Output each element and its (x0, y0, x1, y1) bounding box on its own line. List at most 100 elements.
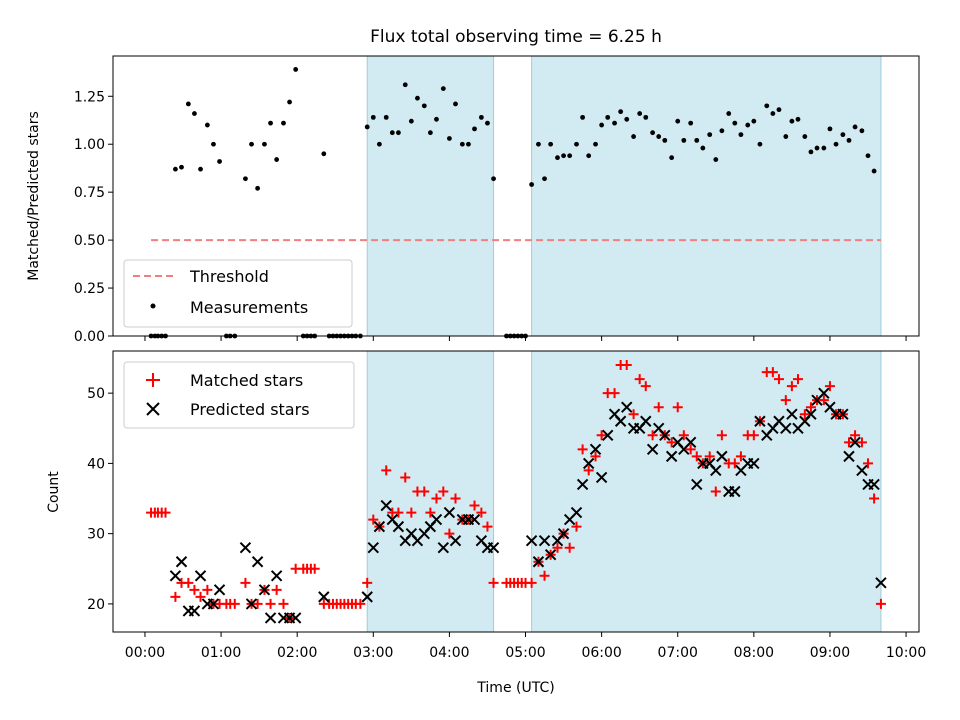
bottom-y-tick-label: 40 (87, 456, 105, 472)
measurement-point (466, 141, 471, 147)
predicted-star-point (576, 478, 589, 491)
bottom-shaded-interval (531, 350, 882, 633)
measurement-point (293, 67, 299, 72)
legend-measurements-label: Measurements (190, 298, 308, 317)
predicted-star-point (245, 598, 258, 610)
measurement-point (783, 134, 789, 139)
predicted-star-point (780, 422, 792, 434)
matched-star-point (843, 437, 854, 448)
matched-star-point (590, 451, 601, 462)
measurement-point (415, 95, 420, 101)
measurement-point (738, 132, 744, 138)
predicted-star-point (251, 556, 264, 568)
predicted-star-point (367, 541, 380, 554)
bottom-panel: 00:00 01:00 02:00 03:00 04:00 05:00 06:00 07:00… (46, 350, 926, 696)
matched-star-point (195, 591, 206, 602)
matched-star-point (609, 388, 620, 399)
predicted-star-point (875, 577, 887, 589)
predicted-star-point (188, 605, 201, 617)
measurement-point (389, 130, 395, 136)
measurement-point (485, 120, 490, 126)
predicted-star-point (437, 541, 450, 554)
matched-star-point (621, 360, 632, 371)
top-y-axis-label: Matched/Predicted stars (26, 111, 42, 281)
measurement-point (453, 101, 458, 107)
matched-star-point (850, 430, 861, 441)
measurement-point (675, 118, 681, 124)
matched-star-point (691, 451, 702, 462)
measurement-point (421, 103, 427, 109)
measurement-point (795, 116, 801, 122)
bottom-legend: Matched stars Predicted stars (123, 361, 355, 429)
top-y-tick-label: 0.75 (74, 185, 105, 201)
matched-star-point (577, 444, 588, 455)
matched-star-point (685, 444, 696, 455)
measurement-point (536, 141, 541, 147)
measurement-point (593, 141, 598, 147)
measurement-point (321, 151, 327, 157)
predicted-star-point (665, 450, 678, 463)
matched-star-point (653, 402, 664, 413)
matched-star-point (792, 374, 803, 385)
measurement-point (618, 109, 624, 115)
legend-matched-plus-icon (146, 373, 160, 387)
measurement-point (268, 120, 273, 126)
top-y-tick-label: 0.25 (74, 281, 105, 297)
predicted-star-point (175, 556, 188, 568)
measurement-point (694, 137, 700, 143)
measurement-point (274, 157, 280, 162)
legend-predicted-label: Predicted stars (190, 400, 310, 419)
predicted-star-point (318, 591, 330, 603)
predicted-star-point (716, 450, 728, 463)
matched-star-point (564, 542, 575, 553)
measurement-point (586, 153, 592, 159)
measurement-point (434, 116, 439, 122)
measurement-point (478, 114, 484, 120)
predicted-star-point (361, 591, 373, 603)
predicted-star-point (264, 612, 277, 624)
measurement-point (776, 107, 782, 113)
measurement-point (447, 136, 452, 141)
measurement-point (529, 182, 535, 187)
measurement-point (383, 114, 389, 120)
matched-star-point (539, 570, 550, 581)
matched-star-point (444, 528, 455, 539)
measurement-point (764, 103, 770, 109)
measurement-point (243, 176, 248, 182)
measurement-point (707, 132, 713, 138)
predicted-star-point (748, 457, 760, 470)
predicted-star-point (818, 387, 830, 399)
legend-threshold-label: Threshold (189, 267, 269, 286)
matched-star-point (748, 430, 759, 441)
x-tick-label: 00:00 (125, 645, 165, 661)
measurement-point (580, 114, 585, 120)
measurement-point (719, 128, 725, 134)
measurement-point (185, 101, 191, 107)
predicted-star-point (538, 534, 551, 547)
matched-star-point (818, 395, 829, 406)
matched-star-point (869, 493, 880, 504)
predicted-star-point (856, 464, 868, 477)
predicted-star-point (392, 520, 405, 533)
predicted-star-point (691, 478, 703, 491)
measurement-point (192, 111, 197, 116)
matched-star-point (824, 381, 835, 392)
measurement-point (542, 176, 547, 182)
predicted-star-point (270, 570, 283, 582)
measurement-point (814, 145, 820, 151)
measurement-point (871, 168, 877, 174)
measurement-point (662, 137, 668, 143)
top-y-tick-label: 0.00 (74, 329, 105, 345)
bottom-axes-frame (112, 350, 920, 633)
matched-star-point (583, 465, 594, 476)
measurement-point (840, 132, 846, 138)
measurement-point (179, 164, 184, 170)
matched-star-point (571, 521, 582, 532)
measurement-point (631, 134, 636, 139)
top-panel: 0.00 0.25 0.50 0.75 1.00 1.25 Flux total obse… (26, 27, 920, 345)
matched-star-point (393, 507, 404, 518)
measurement-point (789, 118, 795, 124)
measurement-point (757, 141, 763, 147)
measurement-point (643, 114, 649, 120)
